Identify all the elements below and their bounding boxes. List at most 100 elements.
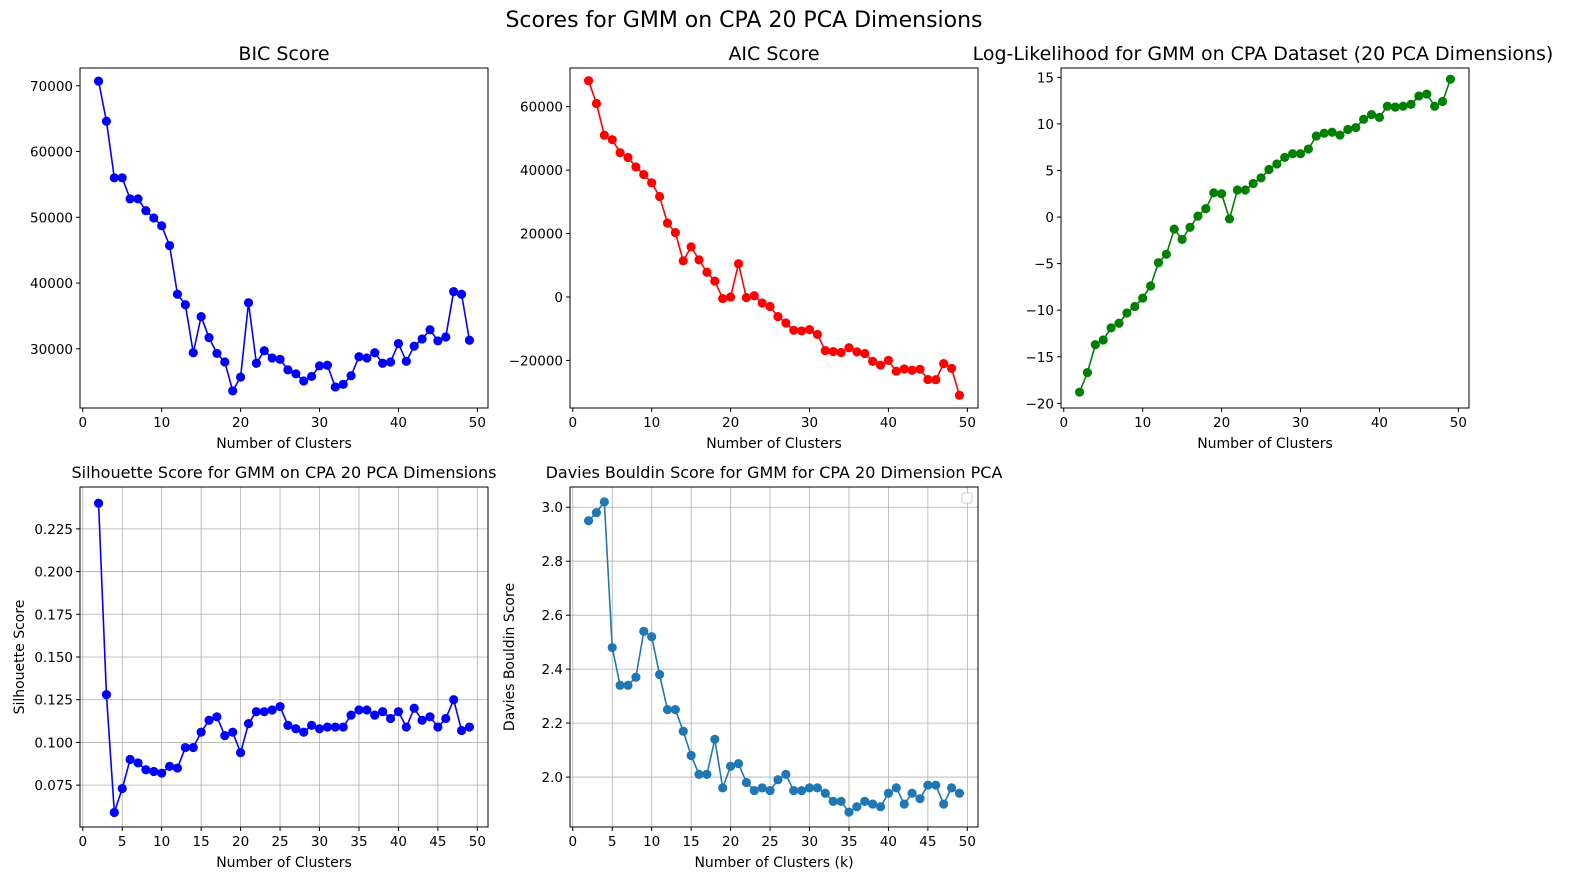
data-point: [1161, 249, 1171, 259]
data-point: [725, 761, 736, 771]
data-point: [1232, 185, 1242, 195]
data-point: [204, 333, 214, 343]
data-point: [749, 291, 759, 301]
data-point: [670, 228, 680, 238]
data-point: [757, 783, 767, 793]
data-point: [899, 799, 909, 809]
data-point: [1445, 74, 1456, 84]
data-point: [789, 325, 799, 335]
x-tick-label: 50: [469, 834, 486, 850]
data-point: [425, 325, 435, 335]
data-point: [172, 289, 183, 299]
data-point: [686, 750, 696, 761]
data-point: [591, 98, 602, 109]
data-point: [749, 785, 759, 796]
y-tick-label: 60000: [30, 145, 73, 161]
data-point: [718, 783, 728, 793]
y-tick-label: 0: [1045, 210, 1054, 226]
x-axis-label: Number of Clusters: [1197, 436, 1333, 452]
y-tick-label: 0.100: [34, 735, 73, 751]
data-point: [899, 364, 909, 374]
x-axis-label: Number of Clusters (k): [694, 855, 853, 871]
y-tick-label: 40000: [30, 276, 73, 292]
x-tick-label: 50: [959, 415, 976, 431]
data-point: [860, 796, 870, 806]
subplot-5: 0 5 10 15 20 25 30 35 40 45 50 2.0 2.2 2.4 2.6 2.8 3.0 Da…: [502, 463, 1002, 871]
data-point: [1374, 112, 1385, 122]
data-point: [860, 348, 870, 359]
data-point: [449, 695, 459, 705]
data-point: [725, 292, 736, 302]
data-point: [314, 724, 325, 734]
series-line: [97, 503, 470, 813]
data-point: [607, 642, 617, 653]
data-point: [314, 361, 325, 371]
data-point: [662, 218, 673, 228]
data-point: [923, 780, 933, 790]
data-point: [433, 722, 443, 732]
data-point: [188, 348, 198, 358]
x-tick-label: 50: [469, 415, 486, 431]
x-tick-label: 40: [880, 415, 897, 431]
y-axis-label: Davies Bouldin Score: [502, 583, 518, 731]
data-point: [710, 734, 720, 744]
x-tick-label: 40: [880, 834, 897, 850]
data-point: [654, 669, 665, 680]
y-tick-label: −10: [1026, 303, 1055, 319]
data-point: [188, 742, 198, 753]
data-point: [141, 765, 151, 775]
data-point: [378, 707, 388, 717]
data-point: [141, 206, 151, 216]
data-point: [1327, 127, 1337, 137]
data-point: [456, 289, 467, 299]
series-line: [587, 499, 960, 814]
data-point: [228, 727, 238, 737]
data-point: [1288, 149, 1298, 159]
data-point: [1106, 323, 1116, 333]
axes-frame: [79, 67, 489, 409]
y-tick-label: 0: [554, 290, 563, 306]
axes-frame: [569, 486, 979, 828]
subplot-4: 0 5 10 15 20 25 30 35 40 45 50 0.075 0.100 0.125 0.150…: [12, 463, 497, 871]
data-point: [299, 376, 309, 386]
data-point: [1351, 123, 1361, 133]
x-tick-label: 0: [78, 834, 87, 850]
data-point: [1209, 188, 1219, 198]
data-point: [275, 701, 285, 712]
data-point: [907, 365, 917, 375]
data-point: [631, 672, 641, 682]
data-point: [259, 346, 269, 356]
data-point: [615, 680, 625, 690]
data-point: [101, 116, 112, 126]
axes-frame: [1060, 67, 1470, 409]
x-tick-label: 20: [232, 415, 249, 431]
y-tick-label: 20000: [520, 227, 563, 243]
x-tick-label: 45: [429, 834, 446, 850]
data-point: [164, 761, 175, 771]
data-point: [836, 347, 846, 358]
data-point: [449, 286, 459, 297]
data-point: [1114, 318, 1124, 328]
data-point: [891, 366, 901, 376]
data-point: [907, 788, 917, 798]
data-point: [307, 720, 317, 730]
data-point: [844, 343, 854, 353]
data-point: [346, 710, 356, 720]
x-tick-label: 50: [959, 834, 976, 850]
subplot-title: AIC Score: [728, 43, 819, 65]
data-point: [125, 194, 135, 204]
data-point: [852, 802, 862, 812]
data-point: [1295, 149, 1306, 159]
y-tick-label: 5: [1045, 163, 1054, 179]
data-point: [773, 312, 783, 322]
series-line: [587, 80, 961, 396]
data-point: [702, 769, 712, 779]
data-point: [378, 358, 388, 368]
x-tick-label: 40: [390, 415, 407, 431]
x-tick-label: 20: [1213, 415, 1230, 431]
x-tick-label: 10: [153, 834, 170, 850]
y-tick-label: 15: [1037, 70, 1054, 86]
x-tick-label: 30: [311, 834, 328, 850]
data-point: [781, 318, 791, 328]
series-line: [1078, 78, 1452, 393]
